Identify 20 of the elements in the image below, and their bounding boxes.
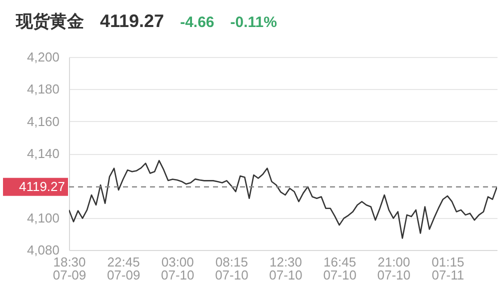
x-tick-label: 01:15 07-11: [432, 254, 464, 282]
line-series: [69, 160, 497, 239]
y-tick-label: 4,080: [26, 242, 60, 258]
y-tick-label: 4,160: [26, 114, 60, 129]
x-tick-label: 22:45 07-09: [106, 254, 140, 282]
ref-line-label: 4119.27: [18, 178, 65, 194]
x-tick-label: 08:15 07-10: [215, 254, 248, 282]
x-tick-label: 12:30 07-10: [269, 254, 302, 282]
x-tick-label: 21:00 07-10: [377, 254, 411, 282]
y-tick-label: 4,200: [26, 50, 60, 64]
chart-title: 现货黄金: [16, 11, 84, 33]
y-tick-label: 4,180: [26, 82, 60, 97]
y-tick-label: 4,100: [26, 210, 60, 226]
text: 4119.27: [100, 11, 164, 32]
text: -4.66: [180, 14, 214, 31]
x-tick-label: 16:45 07-10: [323, 254, 356, 282]
text: -0.11%: [230, 14, 277, 31]
x-tick-label: 18:30 07-09: [52, 254, 86, 282]
y-tick-label: 4,140: [26, 146, 60, 161]
x-tick-label: 03:00 07-10: [161, 254, 194, 282]
